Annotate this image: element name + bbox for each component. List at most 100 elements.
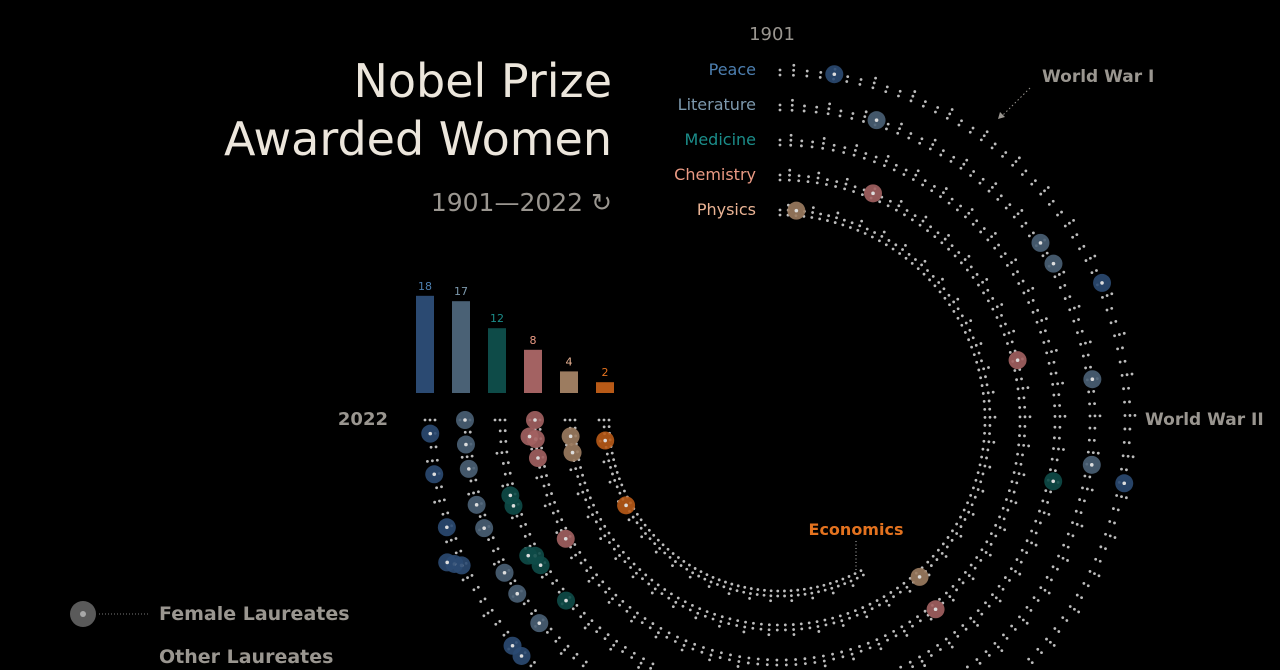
laureate-dot bbox=[1099, 545, 1103, 549]
female-laureate-center bbox=[568, 434, 573, 439]
laureate-dot bbox=[783, 594, 786, 598]
laureate-dot bbox=[1042, 341, 1046, 344]
laureate-dot bbox=[1040, 319, 1044, 322]
laureate-dot bbox=[983, 423, 987, 427]
laureate-dot bbox=[1086, 584, 1090, 588]
laureate-dot bbox=[493, 418, 497, 422]
laureate-dot bbox=[816, 625, 820, 628]
laureate-dot bbox=[1026, 386, 1030, 390]
laureate-dot bbox=[1068, 308, 1072, 312]
laureate-dot bbox=[470, 454, 474, 458]
laureate-dot bbox=[1123, 414, 1127, 417]
laureate-dot bbox=[1011, 272, 1015, 276]
laureate-dot bbox=[618, 491, 622, 495]
laureate-dot bbox=[665, 635, 669, 639]
laureate-dot bbox=[586, 515, 590, 519]
laureate-dot bbox=[982, 439, 986, 443]
laureate-dot bbox=[910, 261, 914, 265]
laureate-dot bbox=[936, 231, 940, 235]
laureate-dot bbox=[641, 577, 644, 581]
page-title: Nobel Prize Awarded Women bbox=[223, 54, 612, 166]
laureate-dot bbox=[818, 75, 822, 79]
laureate-dot bbox=[1073, 607, 1076, 611]
laureate-dot bbox=[1093, 426, 1097, 430]
laureate-dot bbox=[578, 482, 582, 486]
laureate-dot bbox=[885, 599, 888, 603]
laureate-dot bbox=[778, 73, 782, 77]
ring-peace bbox=[421, 63, 1137, 668]
laureate-dot bbox=[1020, 209, 1024, 212]
replay-icon[interactable]: ↻ bbox=[591, 188, 612, 217]
laureate-dot bbox=[1006, 508, 1010, 512]
laureate-dot bbox=[520, 513, 524, 516]
laureate-dot bbox=[939, 153, 943, 157]
laureate-dot bbox=[1055, 458, 1059, 462]
laureate-dot bbox=[818, 217, 822, 221]
laureate-dot bbox=[908, 589, 912, 593]
laureate-dot bbox=[870, 235, 874, 239]
laureate-dot bbox=[1083, 499, 1086, 503]
year-range: 1901—2022 ↻ bbox=[430, 188, 612, 217]
laureate-dot bbox=[501, 558, 505, 562]
laureate-dot bbox=[1015, 558, 1019, 561]
laureate-dot bbox=[826, 112, 830, 116]
laureate-dot bbox=[998, 599, 1002, 603]
bar-physics bbox=[560, 371, 578, 393]
laureate-dot bbox=[1123, 359, 1127, 363]
laureate-dot bbox=[929, 225, 933, 229]
laureate-dot bbox=[440, 485, 443, 489]
laureate-dot bbox=[1028, 415, 1032, 419]
laureate-dot bbox=[568, 418, 572, 422]
laureate-dot bbox=[1088, 402, 1091, 406]
laureate-dot bbox=[1078, 498, 1082, 501]
laureate-dot bbox=[510, 516, 514, 520]
laureate-dot bbox=[897, 204, 901, 208]
laureate-dot bbox=[765, 663, 769, 667]
laureate-dot bbox=[524, 523, 527, 526]
laureate-dot bbox=[828, 102, 832, 106]
female-laureate-center bbox=[1089, 463, 1094, 467]
laureate-dot bbox=[610, 451, 614, 455]
laureate-dot bbox=[538, 427, 542, 431]
laureate-dot bbox=[631, 575, 635, 579]
laureate-dot bbox=[555, 579, 559, 582]
laureate-dot bbox=[744, 620, 747, 624]
laureate-dot bbox=[533, 660, 536, 664]
laureate-dot bbox=[972, 486, 975, 490]
laureate-dot bbox=[477, 490, 480, 494]
laureate-dot bbox=[862, 120, 865, 123]
laureate-dot bbox=[554, 639, 558, 643]
laureate-dot bbox=[696, 611, 700, 615]
laureate-dot bbox=[972, 620, 976, 624]
laureate-dot bbox=[466, 576, 469, 580]
laureate-dot bbox=[736, 619, 740, 622]
laureate-dot bbox=[1056, 567, 1059, 571]
laureate-dot bbox=[1026, 289, 1030, 293]
laureate-dot bbox=[862, 156, 866, 160]
laureate-dot bbox=[1007, 331, 1011, 335]
laureate-dot bbox=[608, 541, 611, 544]
laureate-dot bbox=[1121, 346, 1124, 350]
laureate-dot bbox=[1057, 273, 1061, 276]
laureate-dot bbox=[790, 108, 794, 112]
laureate-dot bbox=[635, 571, 638, 575]
laureate-dot bbox=[1001, 154, 1004, 158]
laureate-dot bbox=[822, 659, 826, 663]
start-year-label: 1901 bbox=[749, 24, 795, 45]
laureate-dot bbox=[743, 585, 747, 589]
laureate-dot bbox=[585, 569, 589, 573]
laureate-dot bbox=[674, 600, 678, 604]
laureate-dot bbox=[508, 471, 512, 475]
laureate-dot bbox=[778, 68, 782, 72]
laureate-dot bbox=[935, 558, 939, 561]
laureate-dot bbox=[852, 153, 856, 157]
laureate-dot bbox=[969, 319, 973, 323]
laureate-dot bbox=[931, 143, 935, 146]
laureate-dot bbox=[1114, 319, 1118, 323]
laureate-dot bbox=[728, 617, 732, 621]
laureate-dot bbox=[581, 473, 584, 477]
laureate-dot bbox=[1027, 657, 1031, 661]
laureate-dot bbox=[806, 180, 810, 184]
laureate-dot bbox=[979, 342, 983, 345]
laureate-dot bbox=[623, 646, 627, 649]
